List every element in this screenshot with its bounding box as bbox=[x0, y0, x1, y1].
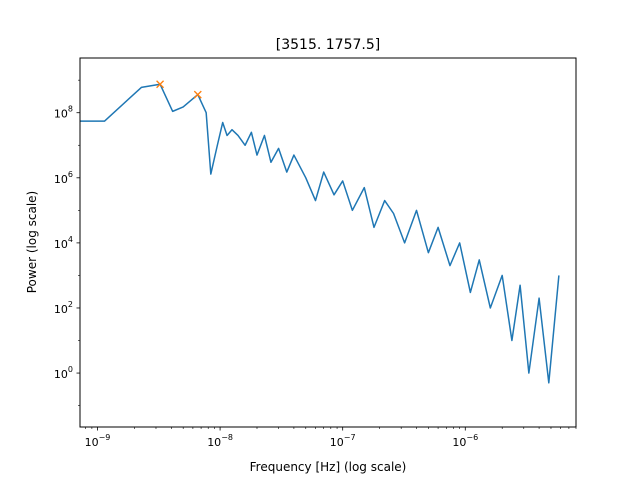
peak-marker-1 bbox=[193, 90, 202, 99]
x-tick-label-3: 10−6 bbox=[452, 433, 478, 449]
x-tick-label-2: 10−7 bbox=[330, 433, 356, 449]
x-tick-label-0: 10−9 bbox=[85, 433, 111, 449]
plot-area bbox=[80, 83, 560, 384]
chart-title: [3515. 1757.5] bbox=[276, 37, 380, 53]
series-line-0 bbox=[80, 83, 560, 384]
peak-marker-0 bbox=[156, 80, 165, 89]
y-tick-label-0: 100 bbox=[54, 365, 73, 381]
x-axis-label: Frequency [Hz] (log scale) bbox=[250, 460, 407, 474]
y-tick-label-3: 106 bbox=[54, 170, 73, 186]
x-tick-label-1: 10−8 bbox=[207, 433, 233, 449]
plot-layer bbox=[80, 80, 560, 384]
y-axis-label: Power (log scale) bbox=[25, 191, 39, 294]
ticks-layer: 10−9 10−8 10−7 10−6 100 102 104 106 108 bbox=[54, 79, 577, 449]
y-tick-label-4: 108 bbox=[54, 105, 73, 121]
y-tick-label-2: 104 bbox=[54, 235, 73, 251]
y-tick-label-1: 102 bbox=[54, 300, 73, 316]
